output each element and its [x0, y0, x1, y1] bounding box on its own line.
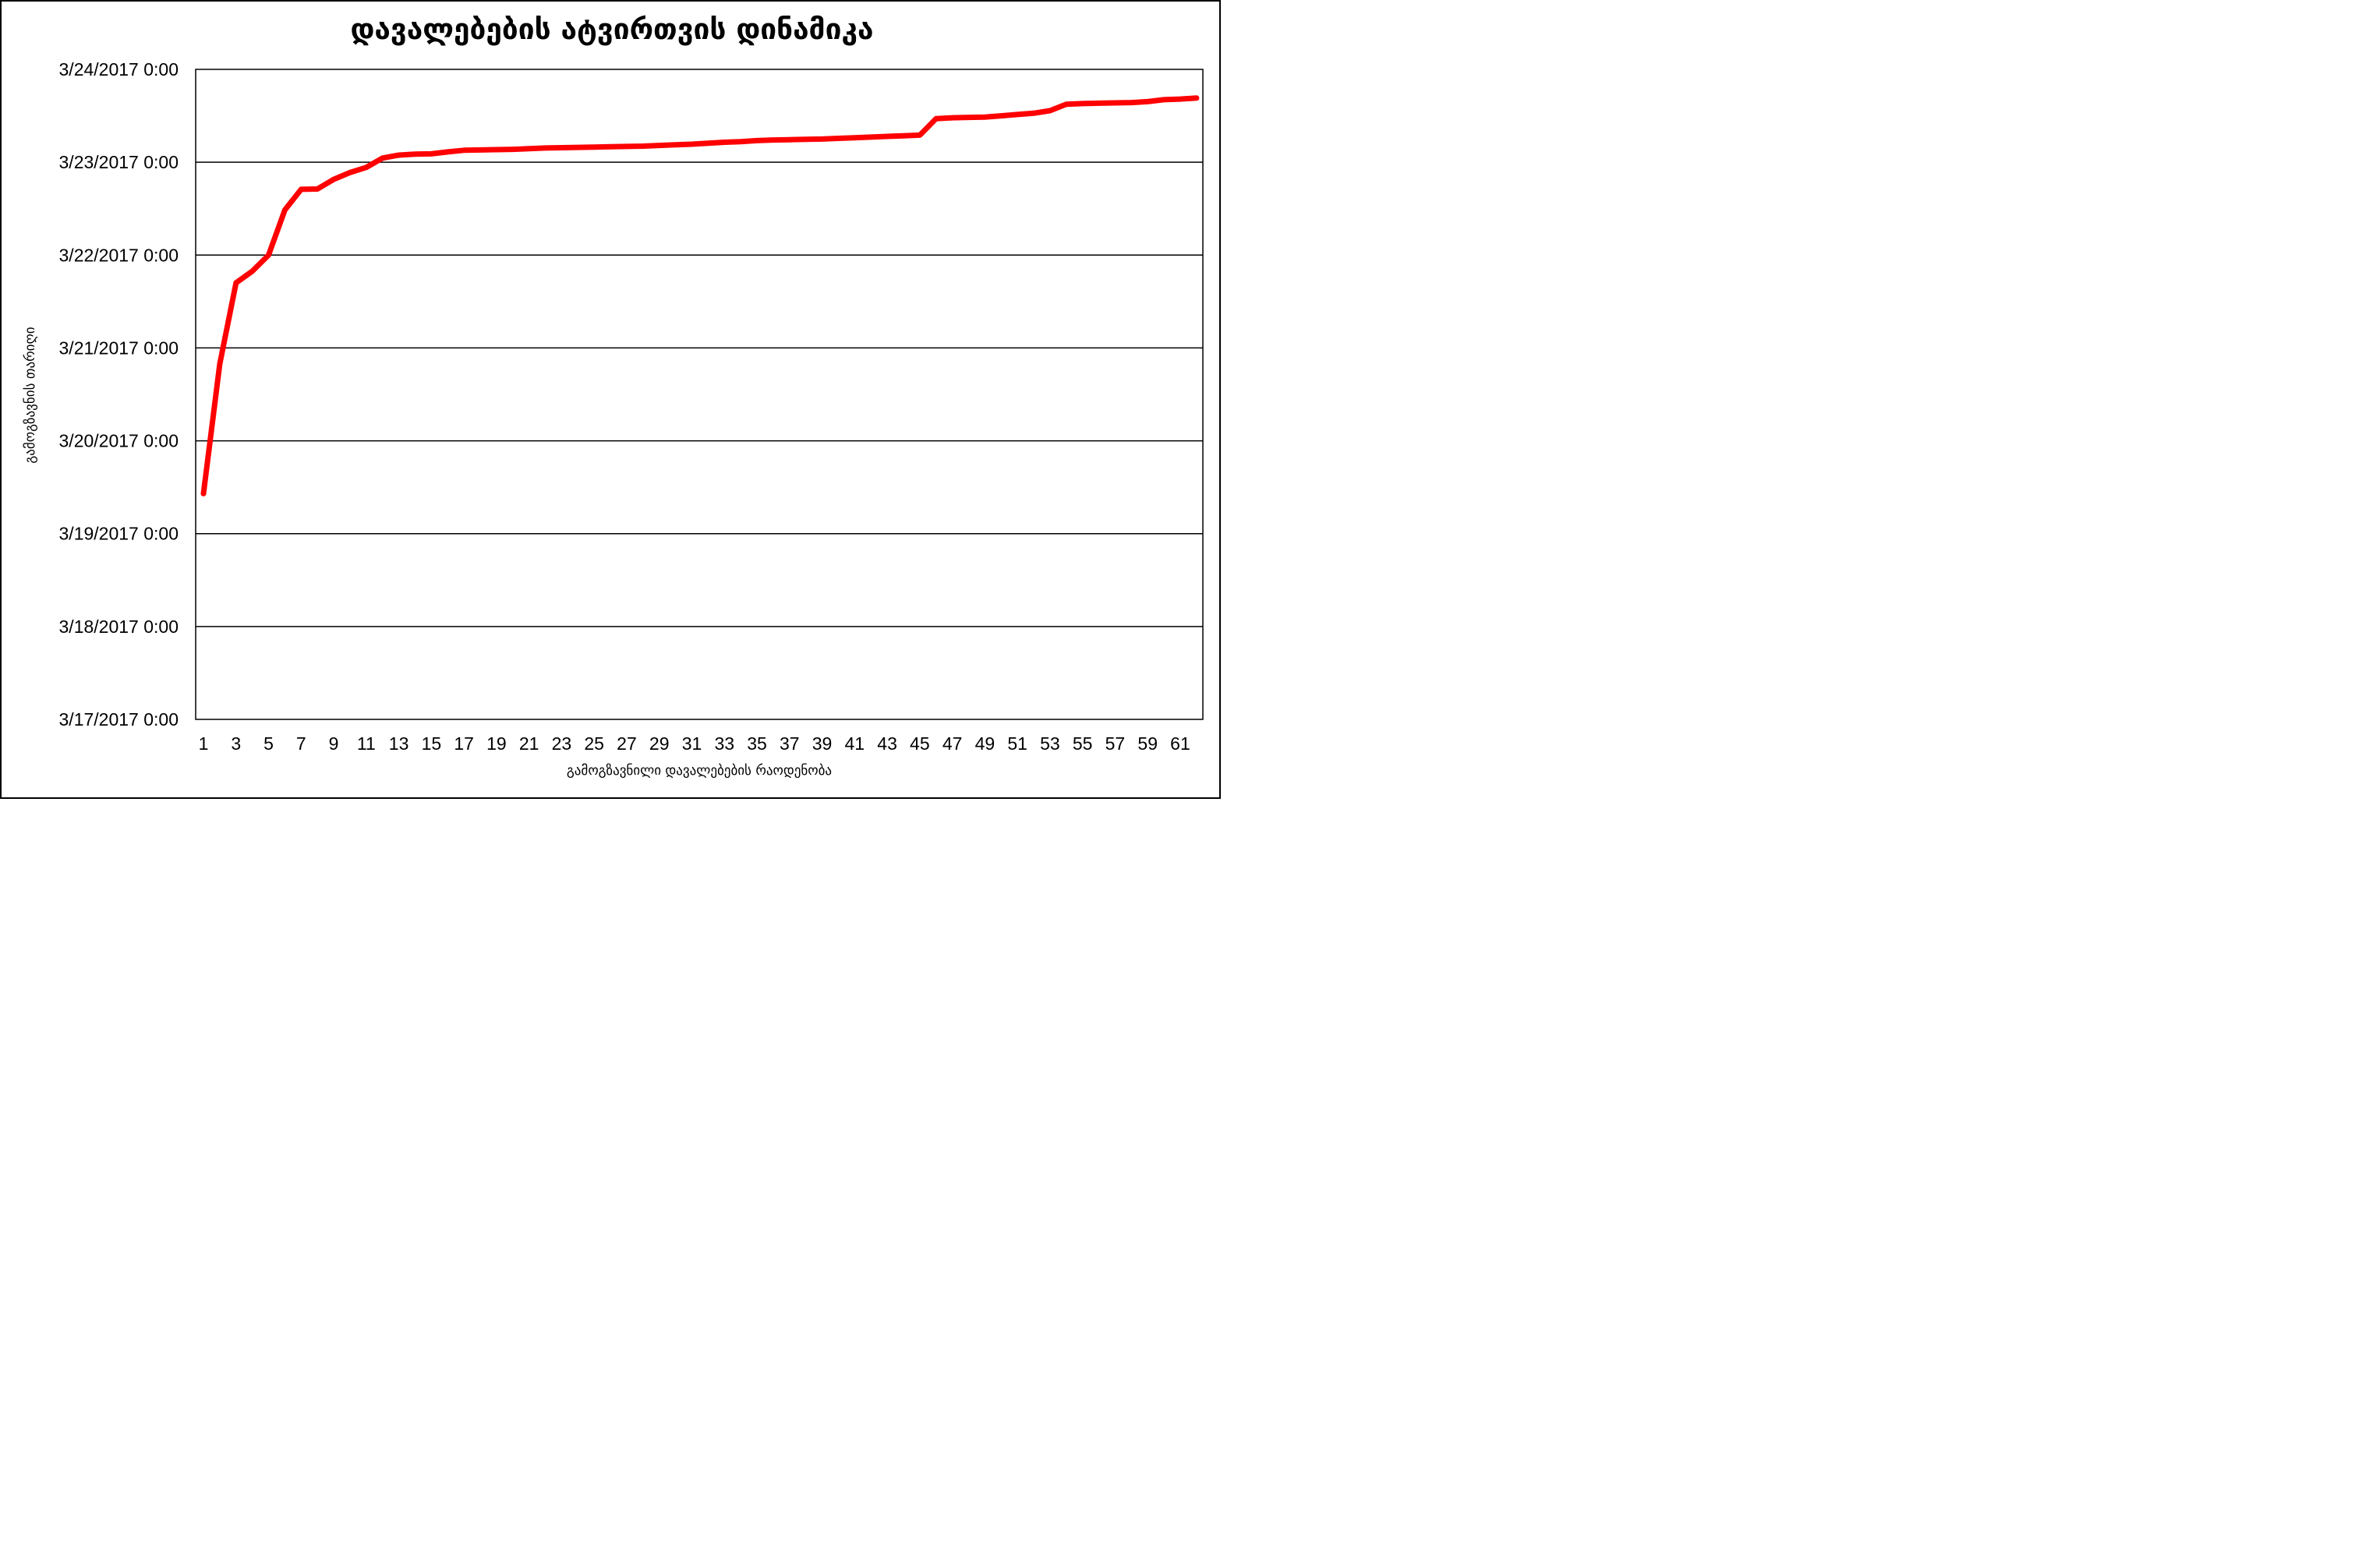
x-tick-label: 59 [1137, 733, 1158, 754]
x-tick-label: 51 [1007, 733, 1027, 754]
x-tick-label: 37 [780, 733, 800, 754]
x-tick-label: 17 [454, 733, 474, 754]
y-tick-label: 3/20/2017 0:00 [59, 431, 179, 451]
y-tick-label: 3/22/2017 0:00 [59, 245, 179, 265]
x-tick-label: 39 [812, 733, 833, 754]
x-tick-label: 15 [422, 733, 442, 754]
chart-frame [0, 0, 1221, 799]
x-tick-label: 61 [1170, 733, 1190, 754]
x-tick-label: 35 [747, 733, 767, 754]
x-tick-label: 55 [1073, 733, 1093, 754]
x-tick-label: 25 [584, 733, 604, 754]
x-tick-label: 57 [1105, 733, 1126, 754]
x-tick-label: 9 [329, 733, 339, 754]
x-tick-label: 3 [231, 733, 241, 754]
x-tick-label: 43 [877, 733, 897, 754]
chart-svg: დავალებების ატვირთვის დინამიკა 3/24/2017… [0, 0, 1221, 799]
x-tick-label: 45 [910, 733, 930, 754]
x-tick-label: 29 [649, 733, 670, 754]
x-tick-label: 13 [389, 733, 409, 754]
x-tick-label: 5 [263, 733, 274, 754]
y-tick-label: 3/17/2017 0:00 [59, 709, 179, 730]
x-tick-label: 1 [199, 733, 209, 754]
x-tick-label: 19 [486, 733, 507, 754]
x-tick-label: 23 [552, 733, 572, 754]
x-axis-label: გამოგზავნილი დავალებების რაოდენობა [567, 763, 832, 779]
y-tick-label: 3/23/2017 0:00 [59, 152, 179, 172]
x-tick-labels: 1 3 5 7 9 11 13 15 17 19 21 23 25 27 29 31 33 35 37 39 41 43 4… [199, 733, 1190, 754]
x-tick-label: 27 [617, 733, 637, 754]
y-tick-labels: 3/24/2017 0:00 3/23/2017 0:00 3/22/2017 0:… [59, 59, 179, 730]
x-tick-label: 21 [519, 733, 539, 754]
chart-title: დავალებების ატვირთვის დინამიკა [351, 12, 874, 46]
y-tick-label: 3/19/2017 0:00 [59, 524, 179, 544]
series-group [200, 95, 1200, 496]
y-tick-label: 3/18/2017 0:00 [59, 616, 179, 637]
x-tick-label: 31 [682, 733, 702, 754]
x-tick-label: 7 [296, 733, 306, 754]
y-tick-label: 3/21/2017 0:00 [59, 337, 179, 358]
plot-area [195, 69, 1204, 720]
y-tick-label: 3/24/2017 0:00 [59, 59, 179, 79]
x-tick-label: 41 [845, 733, 865, 754]
x-tick-label: 49 [975, 733, 995, 754]
gridlines [196, 161, 1203, 627]
x-tick-label: 53 [1040, 733, 1060, 754]
x-tick-label: 33 [714, 733, 734, 754]
series-line [200, 95, 1200, 496]
x-tick-label: 11 [357, 733, 376, 754]
chart: დავალებების ატვირთვის დინამიკა 3/24/2017… [0, 0, 1221, 799]
y-axis-label: გამოგზავნის თარიღი [23, 327, 38, 463]
x-tick-label: 47 [942, 733, 963, 754]
